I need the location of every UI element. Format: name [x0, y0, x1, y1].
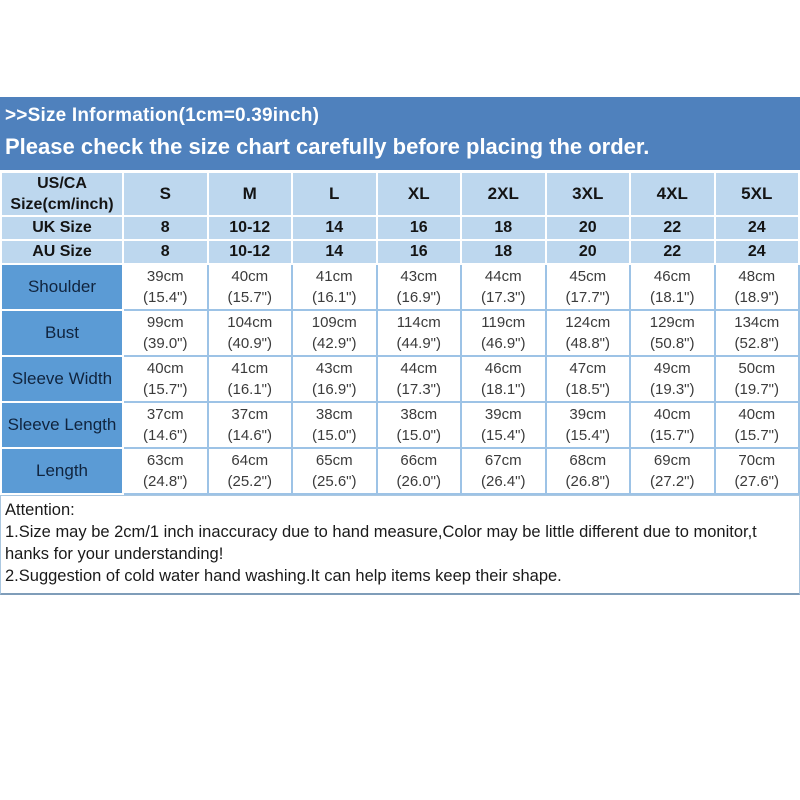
measure-value: 39cm (15.4") — [544, 401, 631, 449]
measure-value: 37cm (14.6") — [122, 401, 209, 449]
measure-value: 44cm (17.3") — [460, 263, 547, 311]
measure-value: 129cm (50.8") — [629, 309, 716, 357]
attention-line: 1.Size may be 2cm/1 inch inaccuracy due … — [5, 523, 757, 541]
size-col-header-m: M — [206, 171, 293, 217]
size-col-header-2xl: 2XL — [460, 171, 547, 217]
size-col-header-l: L — [291, 171, 378, 217]
size-header-row: US/CA Size(cm/inch) S M L XL 2XL 3XL 4XL… — [0, 171, 800, 217]
measure-label: Sleeve Length — [0, 401, 124, 449]
measure-value: 40cm (15.7") — [713, 401, 800, 449]
measure-label: Length — [0, 447, 124, 495]
measure-row-bust: Bust 99cm (39.0") 104cm (40.9") 109cm (4… — [0, 309, 800, 357]
measure-label: Shoulder — [0, 263, 124, 311]
measure-row-shoulder: Shoulder 39cm (15.4") 40cm (15.7") 41cm … — [0, 263, 800, 311]
measure-value: 44cm (17.3") — [375, 355, 462, 403]
measure-row-length: Length 63cm (24.8") 64cm (25.2") 65cm (2… — [0, 447, 800, 495]
banner-subtitle: Please check the size chart carefully be… — [5, 134, 650, 159]
attention-line: 2.Suggestion of cold water hand washing.… — [5, 567, 562, 585]
measure-value: 109cm (42.9") — [291, 309, 378, 357]
measure-value: 124cm (48.8") — [544, 309, 631, 357]
measure-row-sleeve-length: Sleeve Length 37cm (14.6") 37cm (14.6") … — [0, 401, 800, 449]
measure-value: 40cm (15.7") — [122, 355, 209, 403]
au-size-value: 20 — [544, 239, 631, 265]
uk-size-value: 16 — [375, 215, 462, 241]
size-chart-table: US/CA Size(cm/inch) S M L XL 2XL 3XL 4XL… — [0, 171, 800, 495]
measure-value: 43cm (16.9") — [375, 263, 462, 311]
measure-row-sleeve-width: Sleeve Width 40cm (15.7") 41cm (16.1") 4… — [0, 355, 800, 403]
size-col-header-xl: XL — [375, 171, 462, 217]
measure-value: 50cm (19.7") — [713, 355, 800, 403]
uk-size-value: 20 — [544, 215, 631, 241]
uk-size-value: 10-12 — [206, 215, 293, 241]
uk-size-row: UK Size 8 10-12 14 16 18 20 22 24 — [0, 215, 800, 241]
measure-value: 46cm (18.1") — [460, 355, 547, 403]
measure-value: 119cm (46.9") — [460, 309, 547, 357]
size-col-header-s: S — [122, 171, 209, 217]
measure-value: 41cm (16.1") — [291, 263, 378, 311]
measure-value: 38cm (15.0") — [291, 401, 378, 449]
measure-label: Bust — [0, 309, 124, 357]
measure-value: 64cm (25.2") — [206, 447, 293, 495]
measure-value: 104cm (40.9") — [206, 309, 293, 357]
measure-label: Sleeve Width — [0, 355, 124, 403]
uk-size-value: 24 — [713, 215, 800, 241]
attention-note: Attention: 1.Size may be 2cm/1 inch inac… — [0, 495, 800, 595]
au-size-value: 10-12 — [206, 239, 293, 265]
au-size-label: AU Size — [0, 239, 124, 265]
measure-value: 63cm (24.8") — [122, 447, 209, 495]
size-info-banner: >>Size Information(1cm=0.39inch) Please … — [0, 97, 800, 170]
measure-value: 69cm (27.2") — [629, 447, 716, 495]
measure-value: 40cm (15.7") — [629, 401, 716, 449]
attention-title: Attention: — [5, 501, 75, 519]
banner-title: >>Size Information(1cm=0.39inch) — [5, 105, 320, 126]
attention-line: hanks for your understanding! — [5, 545, 224, 563]
measure-value: 43cm (16.9") — [291, 355, 378, 403]
measure-value: 37cm (14.6") — [206, 401, 293, 449]
measure-value: 65cm (25.6") — [291, 447, 378, 495]
measure-value: 39cm (15.4") — [122, 263, 209, 311]
measure-value: 45cm (17.7") — [544, 263, 631, 311]
measure-value: 46cm (18.1") — [629, 263, 716, 311]
size-information-page: >>Size Information(1cm=0.39inch) Please … — [0, 97, 800, 800]
au-size-row: AU Size 8 10-12 14 16 18 20 22 24 — [0, 239, 800, 265]
measure-value: 114cm (44.9") — [375, 309, 462, 357]
measure-value: 47cm (18.5") — [544, 355, 631, 403]
au-size-value: 14 — [291, 239, 378, 265]
uk-size-label: UK Size — [0, 215, 124, 241]
au-size-value: 8 — [122, 239, 209, 265]
uk-size-value: 18 — [460, 215, 547, 241]
measure-value: 99cm (39.0") — [122, 309, 209, 357]
measure-value: 134cm (52.8") — [713, 309, 800, 357]
measure-value: 68cm (26.8") — [544, 447, 631, 495]
measure-value: 67cm (26.4") — [460, 447, 547, 495]
measure-value: 49cm (19.3") — [629, 355, 716, 403]
corner-header-cell: US/CA Size(cm/inch) — [0, 171, 124, 217]
measure-value: 41cm (16.1") — [206, 355, 293, 403]
measure-value: 39cm (15.4") — [460, 401, 547, 449]
au-size-value: 18 — [460, 239, 547, 265]
measure-value: 48cm (18.9") — [713, 263, 800, 311]
uk-size-value: 8 — [122, 215, 209, 241]
measure-value: 40cm (15.7") — [206, 263, 293, 311]
au-size-value: 22 — [629, 239, 716, 265]
uk-size-value: 14 — [291, 215, 378, 241]
size-col-header-4xl: 4XL — [629, 171, 716, 217]
measure-value: 70cm (27.6") — [713, 447, 800, 495]
uk-size-value: 22 — [629, 215, 716, 241]
au-size-value: 24 — [713, 239, 800, 265]
measure-value: 38cm (15.0") — [375, 401, 462, 449]
size-col-header-3xl: 3XL — [544, 171, 631, 217]
size-col-header-5xl: 5XL — [713, 171, 800, 217]
measure-value: 66cm (26.0") — [375, 447, 462, 495]
au-size-value: 16 — [375, 239, 462, 265]
